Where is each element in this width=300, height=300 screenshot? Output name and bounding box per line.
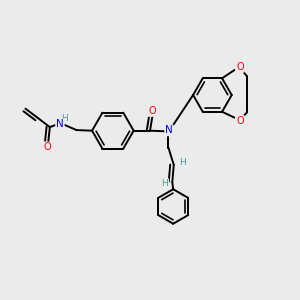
Text: N: N	[56, 119, 64, 129]
Text: O: O	[236, 116, 244, 126]
Text: O: O	[44, 142, 51, 152]
Text: H: H	[61, 114, 68, 123]
Text: H: H	[161, 179, 168, 188]
Text: O: O	[148, 106, 156, 116]
Text: N: N	[165, 125, 173, 135]
Text: H: H	[179, 158, 185, 167]
Text: O: O	[236, 62, 244, 72]
